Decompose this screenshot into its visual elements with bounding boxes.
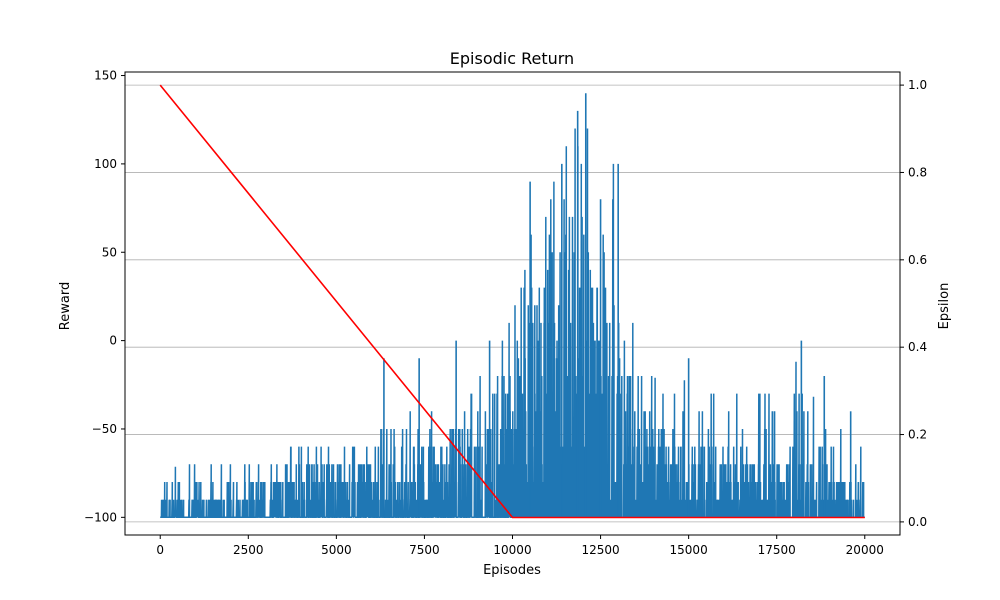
y-tick-label: 50: [102, 245, 117, 259]
epsilon-series: [159, 84, 865, 519]
y2-tick-label: 0.6: [908, 253, 927, 267]
x-tick-label: 5000: [321, 543, 352, 557]
x-tick-label: 10000: [493, 543, 531, 557]
x-tick-label: 15000: [670, 543, 708, 557]
x-tick-label: 12500: [581, 543, 619, 557]
axes: 0 2500 5000 7500 10000 12500 15000 17500 20000 −1…: [84, 69, 927, 557]
chart-title: Episodic Return: [450, 49, 574, 68]
reward-series: [160, 93, 865, 519]
y2-tick-label: 0.4: [908, 340, 927, 354]
epsilon-line: [159, 84, 865, 519]
grid-lines: [125, 84, 900, 523]
x-axis-label: Episodes: [483, 563, 541, 578]
y2-axis-label: Epsilon: [937, 283, 952, 330]
y2-tick-label: 0.8: [908, 165, 927, 179]
x-tick-label: 20000: [846, 543, 884, 557]
y-axis-label: Reward: [58, 282, 73, 330]
y2-tick-label: 0.0: [908, 515, 927, 529]
y-tick-label: −100: [84, 510, 117, 524]
y-tick-label: −50: [92, 422, 117, 436]
y2-tick-label: 0.2: [908, 428, 927, 442]
y-tick-label: 0: [109, 334, 117, 348]
reward-line: [160, 128, 865, 519]
y-tick-label: 150: [94, 69, 117, 83]
x-tick-label: 7500: [409, 543, 440, 557]
x-tick-label: 2500: [233, 543, 264, 557]
y-tick-label: 100: [94, 157, 117, 171]
y2-tick-label: 1.0: [908, 78, 927, 92]
x-tick-label: 0: [156, 543, 164, 557]
x-tick-label: 17500: [758, 543, 796, 557]
